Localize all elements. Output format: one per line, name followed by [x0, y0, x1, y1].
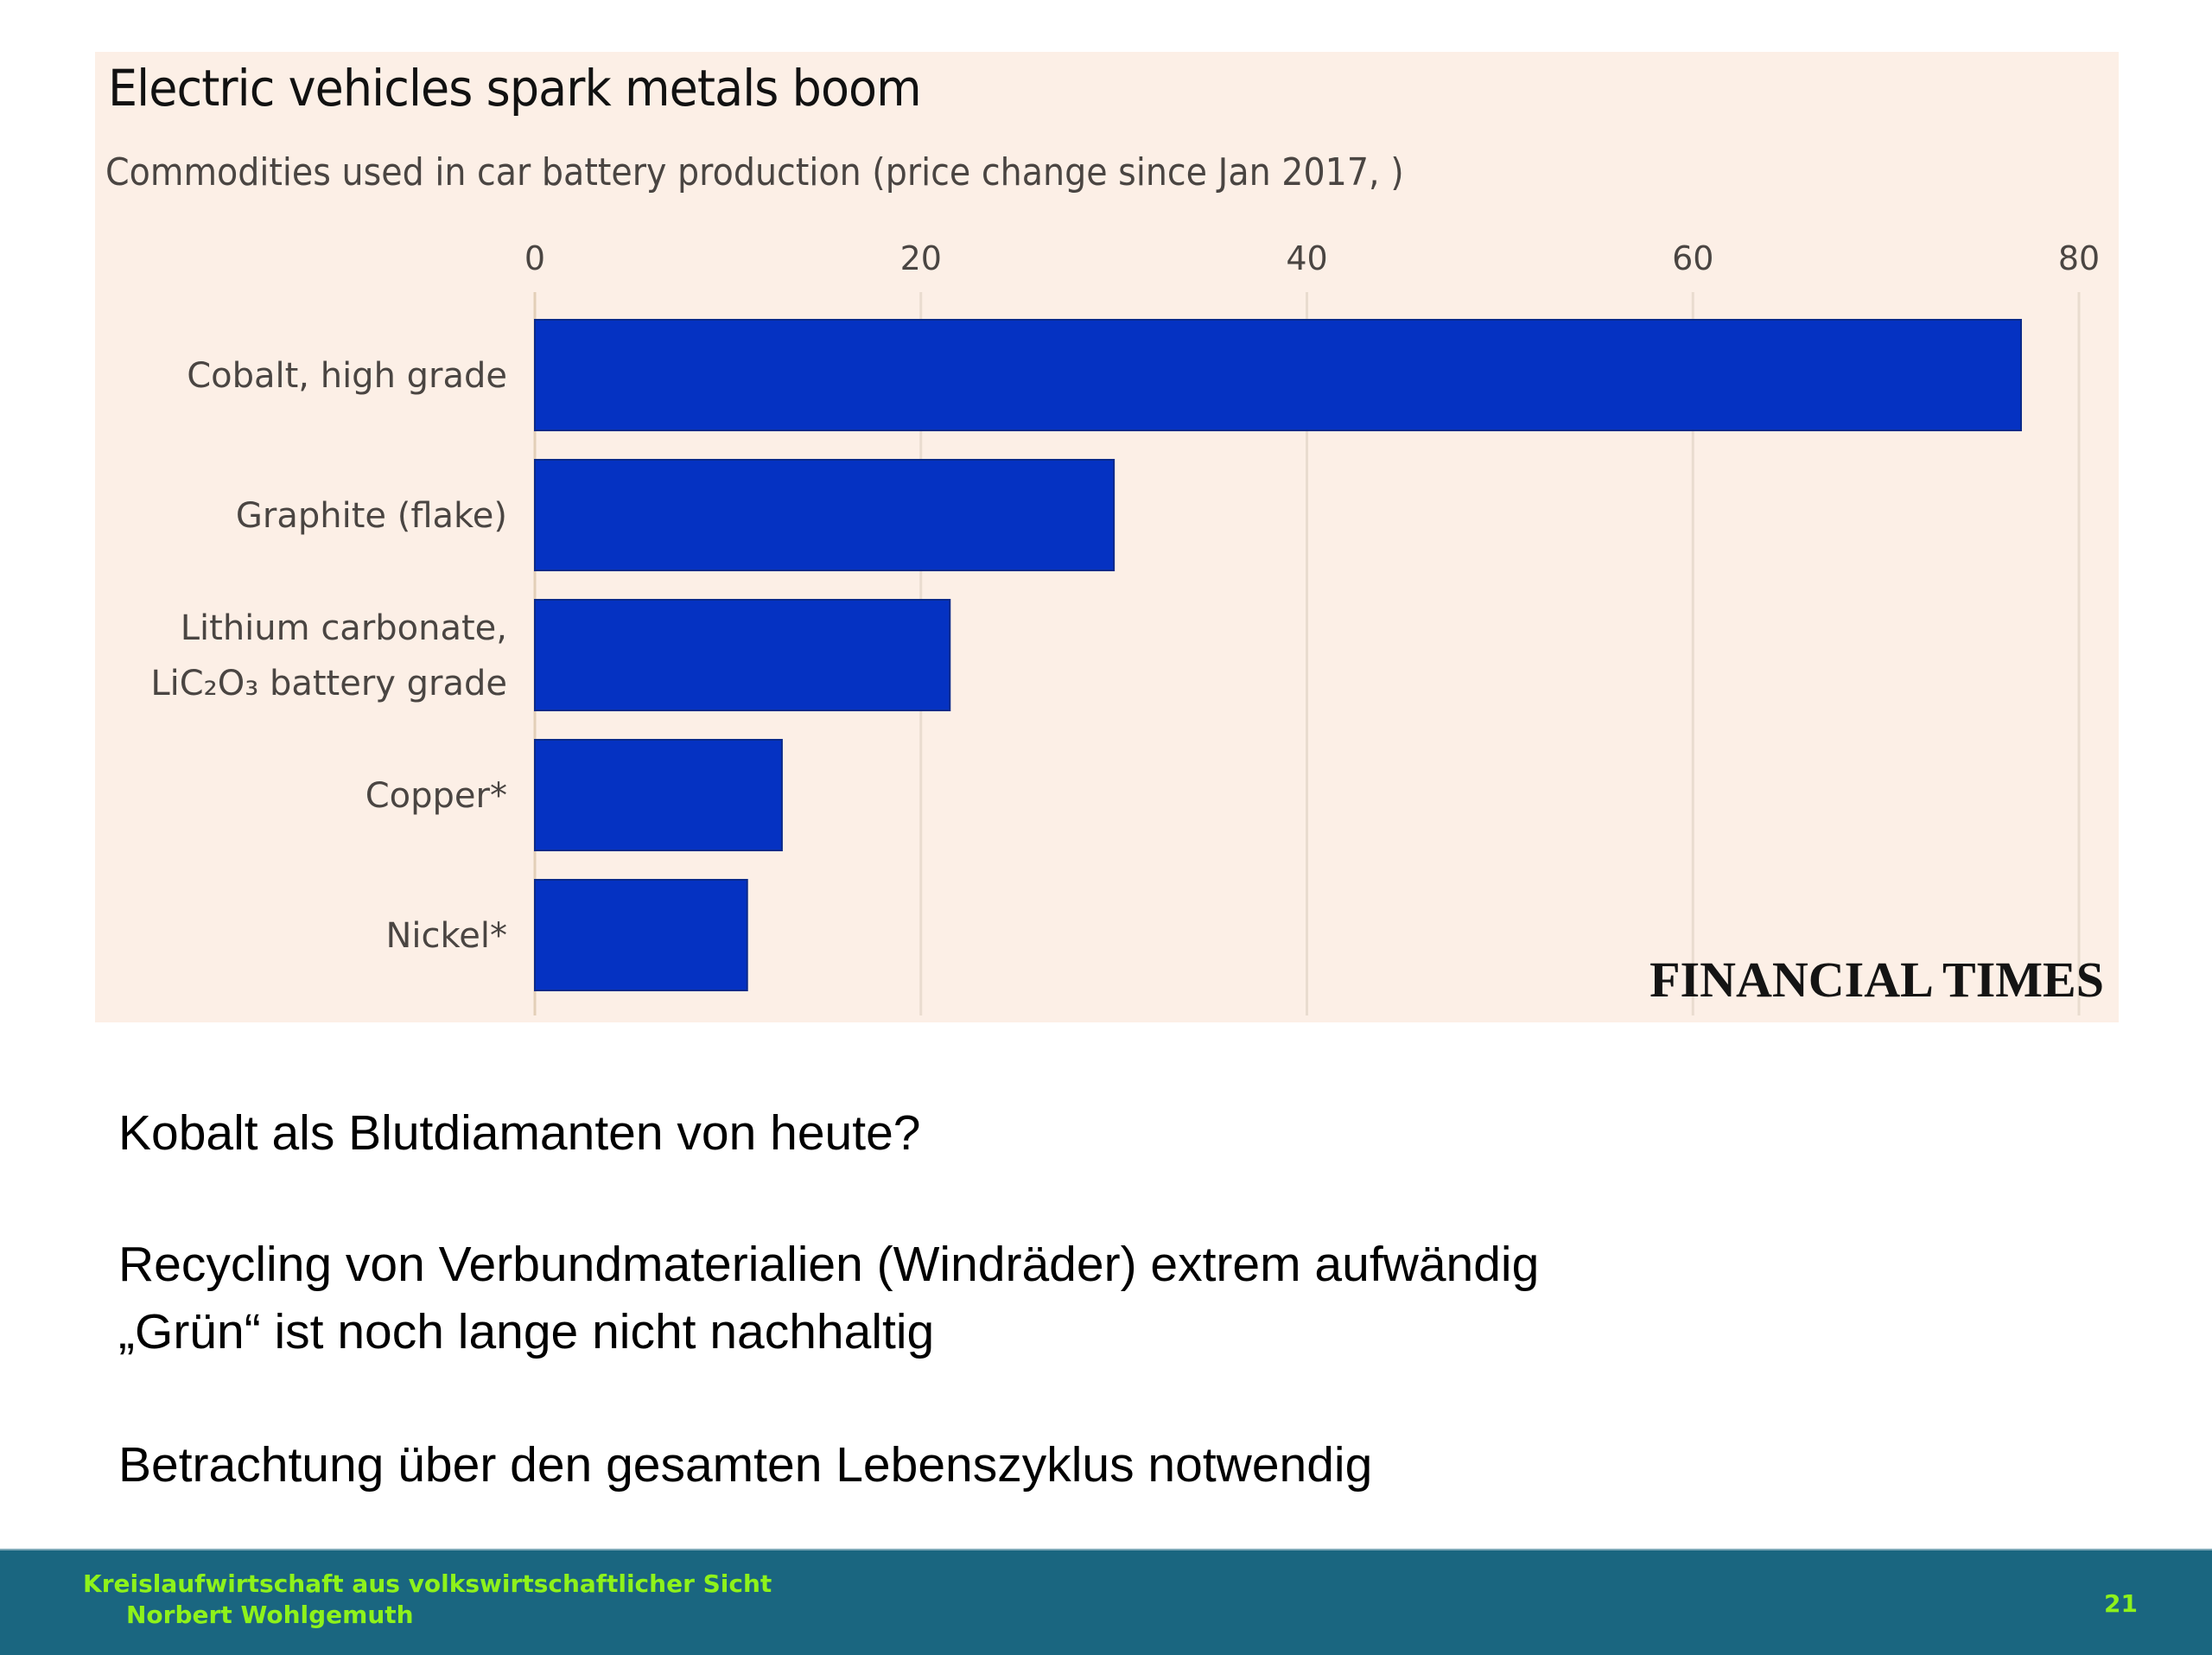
- tick-label-40: 40: [1286, 239, 1327, 277]
- x-axis-ticks: 0 20 40 60 80: [524, 239, 2100, 277]
- category-label-4: Nickel*: [386, 916, 508, 956]
- body-text-lifecycle: Betrachtung über den gesamten Lebenszykl…: [118, 1437, 1373, 1493]
- category-labels: Cobalt, high grade Graphite (flake) Lithiu…: [150, 356, 507, 956]
- body-text-cobalt-question: Kobalt als Blutdiamanten von heute?: [118, 1105, 921, 1161]
- financial-times-logo: FINANCIAL TIMES: [1649, 952, 2104, 1008]
- chart-title: Electric vehicles spark metals boom: [108, 59, 922, 118]
- bar-4: [534, 879, 748, 991]
- slide-footer: Kreislaufwirtschaft aus volkswirtschaftl…: [0, 1549, 2212, 1655]
- tick-label-20: 20: [900, 239, 942, 277]
- tick-label-80: 80: [2058, 239, 2100, 277]
- footer-title: Kreislaufwirtschaft aus volkswirtschaftl…: [83, 1569, 772, 1598]
- bars: [534, 319, 2022, 991]
- tick-label-0: 0: [524, 239, 545, 277]
- bar-1: [534, 459, 1116, 571]
- category-label-2-line-0: Lithium carbonate,: [181, 608, 507, 648]
- bar-3: [534, 739, 783, 851]
- body-text-recycling: Recycling von Verbundmaterialien (Windrä…: [118, 1237, 1540, 1292]
- bar-chart: 0 20 40 60 80 Cobalt, high grade Graphite (fl…: [150, 239, 2100, 1015]
- chart-subtitle: Commodities used in car battery producti…: [105, 150, 1404, 194]
- category-label-3: Copper*: [365, 776, 507, 816]
- bar-2: [534, 599, 951, 711]
- category-label-2-line-1: LiC₂O₃ battery grade: [150, 664, 507, 703]
- page-number: 21: [2104, 1589, 2138, 1618]
- body-text-green: „Grün“ ist noch lange nicht nachhaltig: [118, 1304, 935, 1359]
- category-label-1: Graphite (flake): [236, 496, 507, 536]
- bar-0: [534, 319, 2022, 431]
- tick-label-60: 60: [1672, 239, 1713, 277]
- category-label-0: Cobalt, high grade: [187, 356, 507, 396]
- footer-author: Norbert Wohlgemuth: [126, 1601, 414, 1629]
